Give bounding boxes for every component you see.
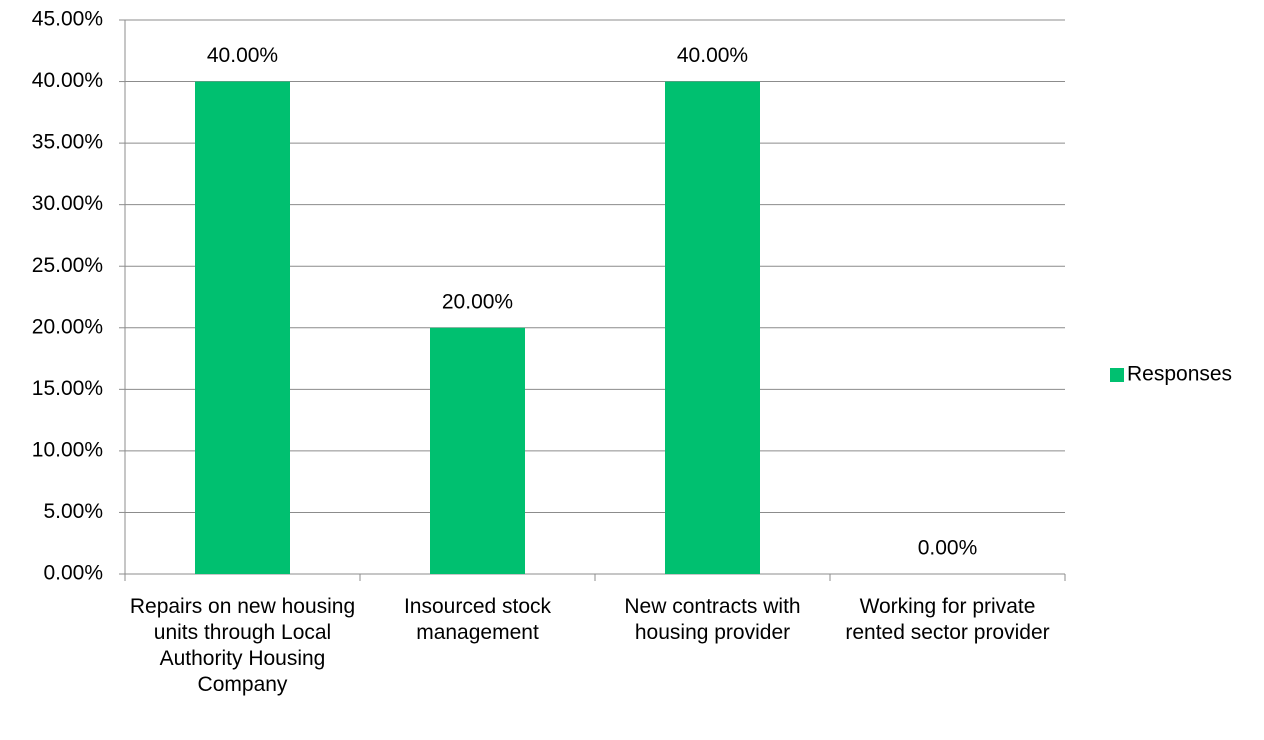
y-tick-label: 0.00% <box>43 562 103 585</box>
bar <box>195 81 290 575</box>
data-label: 0.00% <box>918 537 978 560</box>
x-tick-label: Working for private rented sector provid… <box>845 595 1050 644</box>
bar <box>665 81 760 575</box>
y-tick-label: 40.00% <box>32 69 103 92</box>
y-tick-label: 20.00% <box>32 315 103 338</box>
y-tick-label: 30.00% <box>32 192 103 215</box>
y-tick-label: 10.00% <box>32 438 103 461</box>
x-tick-label: Repairs on new housing units through Loc… <box>129 595 356 696</box>
y-tick-label: 15.00% <box>32 377 103 400</box>
legend-swatch <box>1110 368 1124 382</box>
y-tick-label: 5.00% <box>43 500 103 523</box>
y-tick-label: 35.00% <box>32 131 103 154</box>
data-label: 40.00% <box>207 44 278 67</box>
bar <box>430 327 525 574</box>
y-tick-label: 25.00% <box>32 254 103 277</box>
legend-label: Responses <box>1127 363 1232 386</box>
x-tick-label: Insourced stock management <box>403 595 552 644</box>
y-tick-label: 45.00% <box>32 8 103 31</box>
x-tick-label: New contracts with housing provider <box>624 595 801 644</box>
data-label: 20.00% <box>442 290 513 313</box>
data-label: 40.00% <box>677 44 748 67</box>
